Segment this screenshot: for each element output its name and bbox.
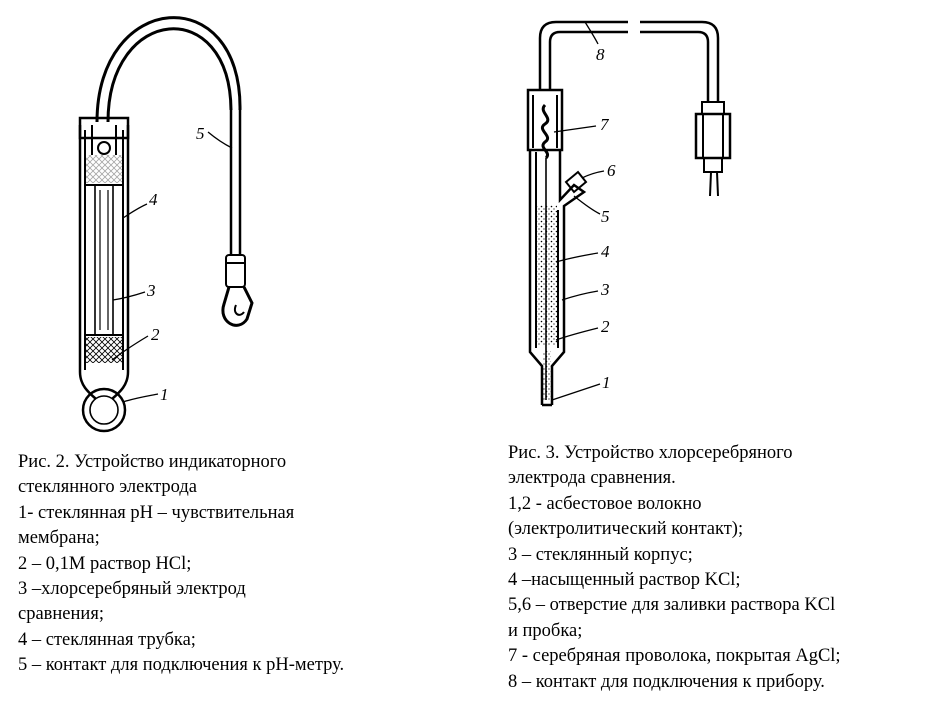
label-5: 5 [601,207,610,226]
outer-glass-tube [78,125,97,400]
contact-wire-right [640,20,720,102]
label-4: 4 [149,190,158,209]
reference-electrode-diagram: 1 2 3 4 5 6 7 8 [526,20,732,407]
indicator-electrode-diagram: 1 2 3 4 5 [78,16,254,433]
label-1: 1 [602,373,611,392]
caption-line: 4 – стеклянная трубка; [18,629,196,650]
label-3: 3 [600,280,610,299]
caption-line: 3 – стеклянный корпус; [508,544,693,565]
hcl-solution-area [86,337,122,363]
caption-line: 7 - серебряная проволока, покрытая AgCl; [508,646,841,667]
figure3-caption: Рис. 3. Устройство хлорсеребряного элект… [508,441,841,695]
label-2: 2 [151,325,160,344]
label-4: 4 [601,242,610,261]
inner-reference-tube [94,184,114,336]
label-8: 8 [596,45,605,64]
contact-wire-left [538,20,628,90]
caption-line: 1- стеклянная pH – чувствительная [18,502,295,523]
caption-line: 8 – контакт для подключения к прибору. [508,671,825,692]
connector-sleeve [225,254,246,288]
figure2-caption: Рис. 2. Устройство индикаторного стеклян… [18,450,344,679]
label-7: 7 [600,115,610,134]
label-1: 1 [160,385,169,404]
label-6: 6 [607,161,616,180]
filling-plug [564,170,588,194]
caption-line: 4 –насыщенный раствор KCl; [508,570,741,591]
label-2: 2 [601,317,610,336]
caption-line: 5,6 – отверстие для заливки раствора KCl [508,595,836,616]
hook-plug [221,286,254,327]
glass-body [528,150,544,405]
caption-line: 5 – контакт для подключения к pH-метру. [18,655,345,676]
kcl-solution-area [537,205,557,345]
caption-line: стеклянного электрода [18,477,197,498]
cable-arc [95,16,242,123]
caption-line: Рис. 2. Устройство индикаторного [18,452,287,472]
top-cap [78,116,130,140]
caption-line: электрода сравнения. [508,468,676,489]
caption-line: мембрана; [18,528,100,549]
caption-line: 3 –хлорсеребряный электрод [18,579,246,600]
silver-wire-coil [540,103,550,160]
label-5: 5 [196,124,205,143]
caption-line: сравнения; [18,604,104,625]
caption-line: Рис. 3. Устройство хлорсеребряного [508,443,793,463]
caption-line: (электролитический контакт); [508,519,744,540]
caption-line: и пробка; [508,620,583,641]
right-plug [701,101,725,115]
glass-membrane-bulb [81,387,127,433]
caption-line: 2 – 0,1М раствор HCl; [18,553,192,574]
caption-line: 1,2 - асбестовое волокно [508,493,702,514]
label-3: 3 [146,281,156,300]
